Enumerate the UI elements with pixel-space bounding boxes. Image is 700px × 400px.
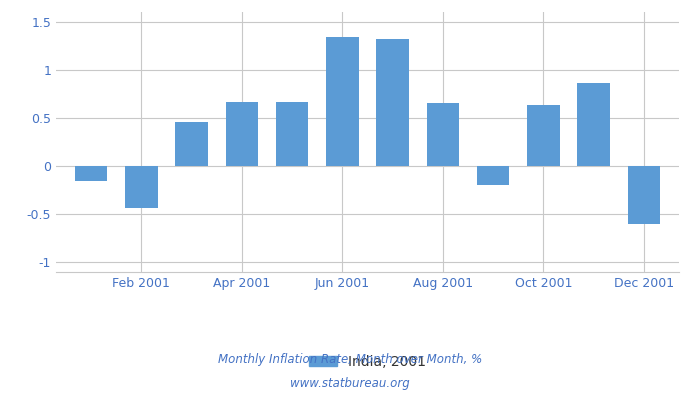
Bar bbox=[578, 83, 610, 166]
Bar bbox=[627, 166, 660, 224]
Bar bbox=[276, 102, 309, 166]
Text: Monthly Inflation Rate, Month over Month, %: Monthly Inflation Rate, Month over Month… bbox=[218, 354, 482, 366]
Bar bbox=[426, 104, 459, 166]
Bar bbox=[527, 106, 560, 166]
Bar bbox=[377, 39, 409, 166]
Bar bbox=[477, 166, 510, 185]
Bar bbox=[225, 102, 258, 166]
Bar bbox=[125, 166, 158, 208]
Legend: India, 2001: India, 2001 bbox=[304, 349, 431, 374]
Bar bbox=[75, 166, 108, 180]
Text: www.statbureau.org: www.statbureau.org bbox=[290, 378, 410, 390]
Bar bbox=[175, 122, 208, 166]
Bar bbox=[326, 37, 358, 166]
